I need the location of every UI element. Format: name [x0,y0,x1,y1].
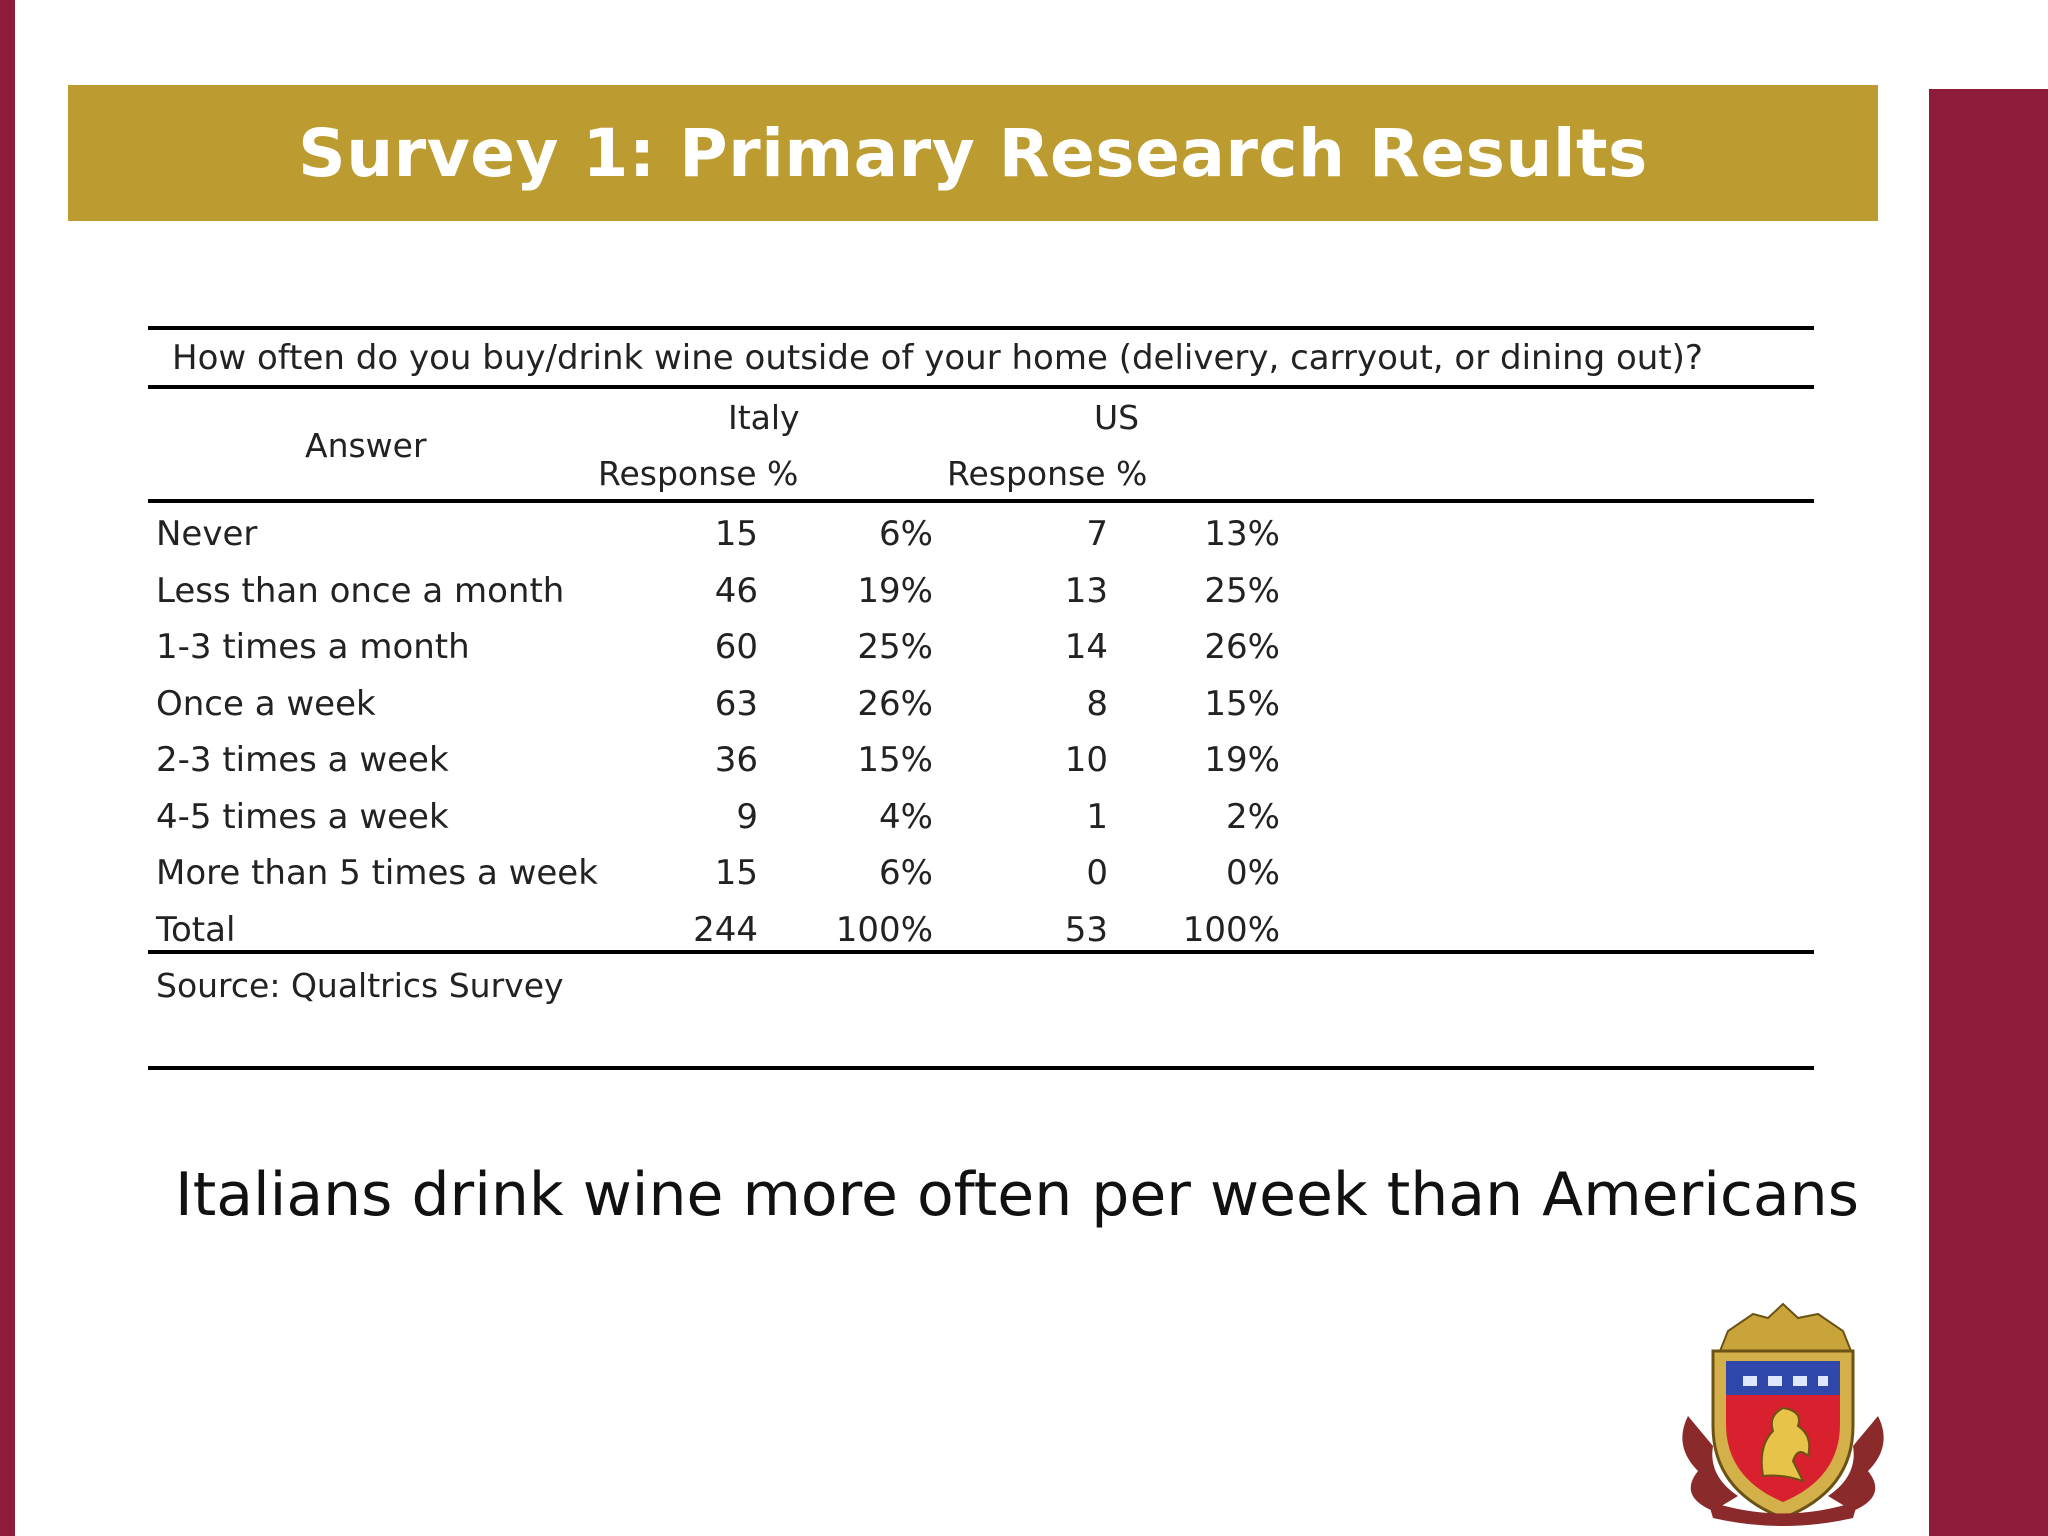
us-percent-cell: 2% [1226,796,1280,837]
us-response-cell: 13 [1064,570,1108,611]
row-answer-label: Once a week [156,683,376,724]
header-rule [148,499,1814,503]
italy-percent-cell: 100% [835,909,933,950]
us-response-cell: 8 [1086,683,1108,724]
title-band: Survey 1: Primary Research Results [68,85,1878,221]
italy-percent-cell: 25% [857,627,933,667]
us-percent-cell: 19% [1204,740,1280,780]
us-percent-cell: 0% [1226,853,1280,893]
italy-percent-cell: 6% [879,514,933,554]
table-top-rule [148,326,1814,330]
row-answer-label: 2-3 times a week [156,740,449,780]
us-percent-cell: 15% [1204,683,1280,724]
italy-percent-cell: 4% [879,796,933,837]
us-response-cell: 0 [1086,853,1108,893]
row-answer-label: More than 5 times a week [156,853,598,893]
heraldic-crest-icon [1682,1302,1884,1526]
table-bottom-rule [148,1066,1814,1070]
us-response-cell: 14 [1064,627,1108,667]
row-answer-label: Total [156,909,236,950]
italy-response-cell: 36 [714,740,758,780]
table-question: How often do you buy/drink wine outside … [172,338,1703,378]
table-source: Source: Qualtrics Survey [156,966,564,1005]
us-response-cell: 10 [1064,740,1108,780]
italy-percent-cell: 15% [857,740,933,780]
row-answer-label: 4-5 times a week [156,796,449,837]
slide-title: Survey 1: Primary Research Results [298,114,1648,192]
us-percent-cell: 25% [1204,570,1280,611]
italy-percent-cell: 6% [879,853,933,893]
left-accent-bar [0,0,15,1536]
body-bottom-rule [148,950,1814,954]
row-answer-label: Less than once a month [156,570,565,611]
us-percent-cell: 26% [1204,627,1280,667]
header-italy-response: Response % [598,454,799,493]
slide-conclusion: Italians drink wine more often per week … [175,1160,1859,1230]
italy-percent-cell: 26% [857,683,933,724]
header-answer: Answer [305,426,427,465]
italy-response-cell: 9 [736,796,758,837]
italy-response-cell: 63 [714,683,758,724]
italy-response-cell: 15 [714,514,758,554]
italy-response-cell: 244 [693,909,758,950]
row-answer-label: 1-3 times a month [156,627,470,667]
us-response-cell: 1 [1086,796,1108,837]
us-percent-cell: 100% [1182,909,1280,950]
header-us-response: Response % [947,454,1148,493]
row-answer-label: Never [156,514,258,554]
us-response-cell: 53 [1064,909,1108,950]
us-response-cell: 7 [1086,514,1108,554]
question-rule [148,385,1814,389]
italy-response-cell: 60 [714,627,758,667]
us-percent-cell: 13% [1204,514,1280,554]
header-us: US [1094,398,1140,437]
italy-percent-cell: 19% [857,570,933,611]
italy-response-cell: 46 [714,570,758,611]
header-italy: Italy [728,398,800,437]
right-accent-bar [1929,89,2048,1536]
italy-response-cell: 15 [714,853,758,893]
